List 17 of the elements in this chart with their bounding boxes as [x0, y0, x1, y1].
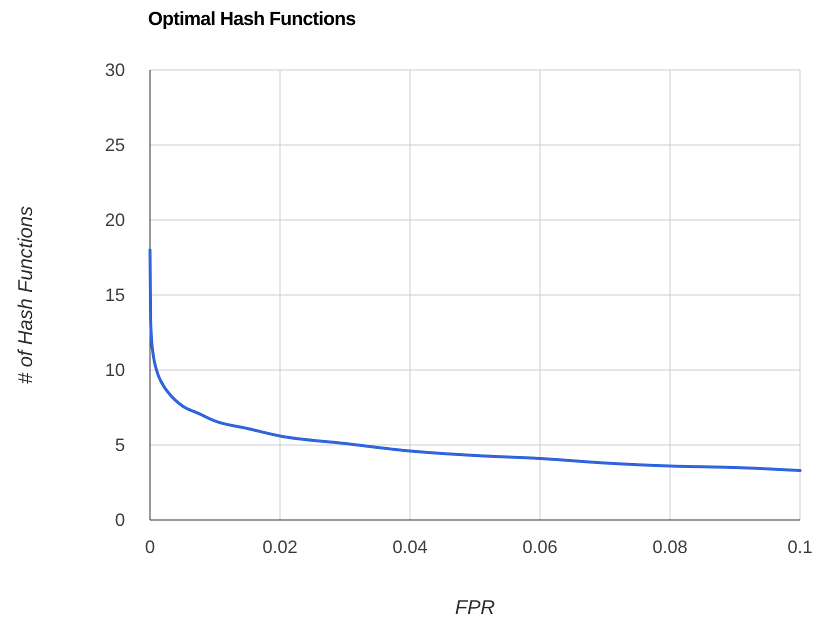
x-tick-label: 0.08 [652, 537, 688, 557]
y-tick-label: 20 [104, 210, 125, 230]
x-tick-label: 0 [144, 537, 156, 557]
y-tick-label: 15 [104, 285, 125, 305]
x-tick-label: 0.1 [787, 537, 813, 557]
chart-title: Optimal Hash Functions [148, 9, 356, 30]
y-tick-label: 10 [104, 360, 125, 380]
y-tick-label: 30 [104, 60, 125, 80]
x-tick-label: 0.06 [522, 537, 558, 557]
y-tick-label: 25 [104, 135, 125, 155]
x-tick-label: 0.02 [262, 537, 298, 557]
y-tick-label: 5 [114, 435, 125, 455]
x-axis-title: FPR [455, 597, 495, 618]
x-tick-label: 0.04 [392, 537, 428, 557]
y-axis-title: # of Hash Functions [15, 206, 37, 384]
line-series [148, 248, 802, 472]
y-tick-label: 0 [114, 510, 125, 530]
